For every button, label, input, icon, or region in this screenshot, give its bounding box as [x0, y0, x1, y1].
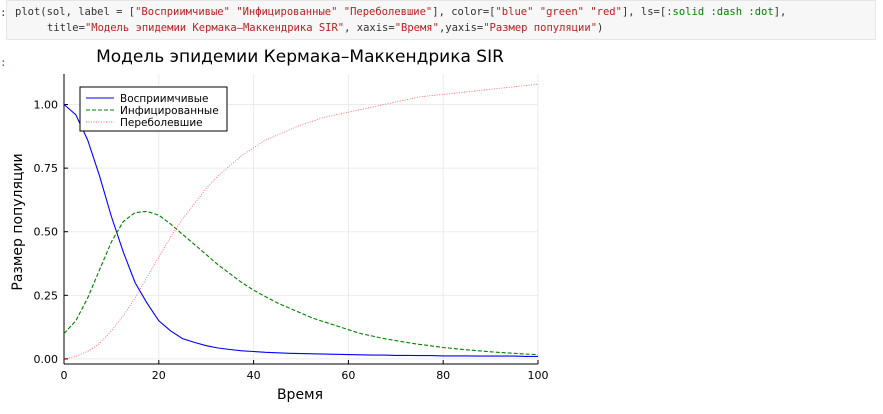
legend-label: Восприимчивые — [120, 93, 208, 105]
input-prompt: : — [0, 6, 7, 19]
x-tick-label: 60 — [341, 369, 355, 382]
series-line-3 — [63, 83, 539, 360]
y-tick-label: 1.00 — [34, 99, 59, 112]
output-prompt: : — [0, 56, 7, 69]
series-lines — [63, 83, 539, 360]
legend-box — [79, 86, 228, 132]
code-line-2: title="Модель эпидемии Кермака–Маккендри… — [47, 22, 604, 34]
sir-chart: Модель эпидемии Кермака–Маккендрика SIR … — [10, 47, 549, 403]
y-tick-label: 0.25 — [34, 289, 59, 302]
code-line-1: plot(sol, label = ["Восприимчивые" "Инфи… — [15, 6, 787, 18]
y-tick-label: 0.50 — [34, 226, 59, 239]
x-tick-label: 100 — [528, 369, 549, 382]
tick-labels: 0 20 40 60 80 100 0.00 0.25 0.50 0.75 1.00 — [34, 99, 549, 382]
axes — [63, 74, 539, 365]
x-tick-label: 40 — [247, 369, 261, 382]
grid — [63, 74, 539, 364]
chart-title: Модель эпидемии Кермака–Маккендрика SIR — [96, 47, 504, 67]
y-axis-label: Размер популяции — [10, 153, 26, 290]
series-line-2 — [63, 210, 539, 356]
x-tick-label: 0 — [61, 369, 68, 382]
legend-label: Переболевшие — [120, 117, 203, 129]
y-tick-label: 0.00 — [34, 353, 59, 366]
x-axis-label: Время — [277, 387, 323, 403]
series-line-1 — [63, 104, 538, 357]
x-tick-label: 20 — [152, 369, 166, 382]
x-tick-label: 80 — [436, 369, 450, 382]
y-tick-label: 0.75 — [34, 162, 59, 175]
legend-label: Инфицированные — [120, 105, 219, 117]
code-cell[interactable]: plot(sol, label = ["Восприимчивые" "Инфи… — [6, 0, 876, 40]
